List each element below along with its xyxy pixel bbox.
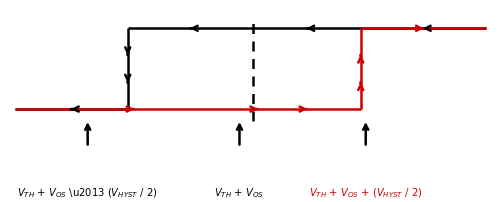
Text: $\mathit{V}_{TH}$ + $\mathit{V}_{OS}$: $\mathit{V}_{TH}$ + $\mathit{V}_{OS}$ [214, 186, 265, 200]
Text: $\mathit{V}_{TH}$ + $\mathit{V}_{OS}$ + ($\mathit{V}_{HYST}$ / 2): $\mathit{V}_{TH}$ + $\mathit{V}_{OS}$ + … [309, 186, 422, 200]
Text: $\mathit{V}_{TH}$ + $\mathit{V}_{OS}$ \u2013 ($\mathit{V}_{HYST}$ / 2): $\mathit{V}_{TH}$ + $\mathit{V}_{OS}$ \u… [18, 186, 158, 200]
